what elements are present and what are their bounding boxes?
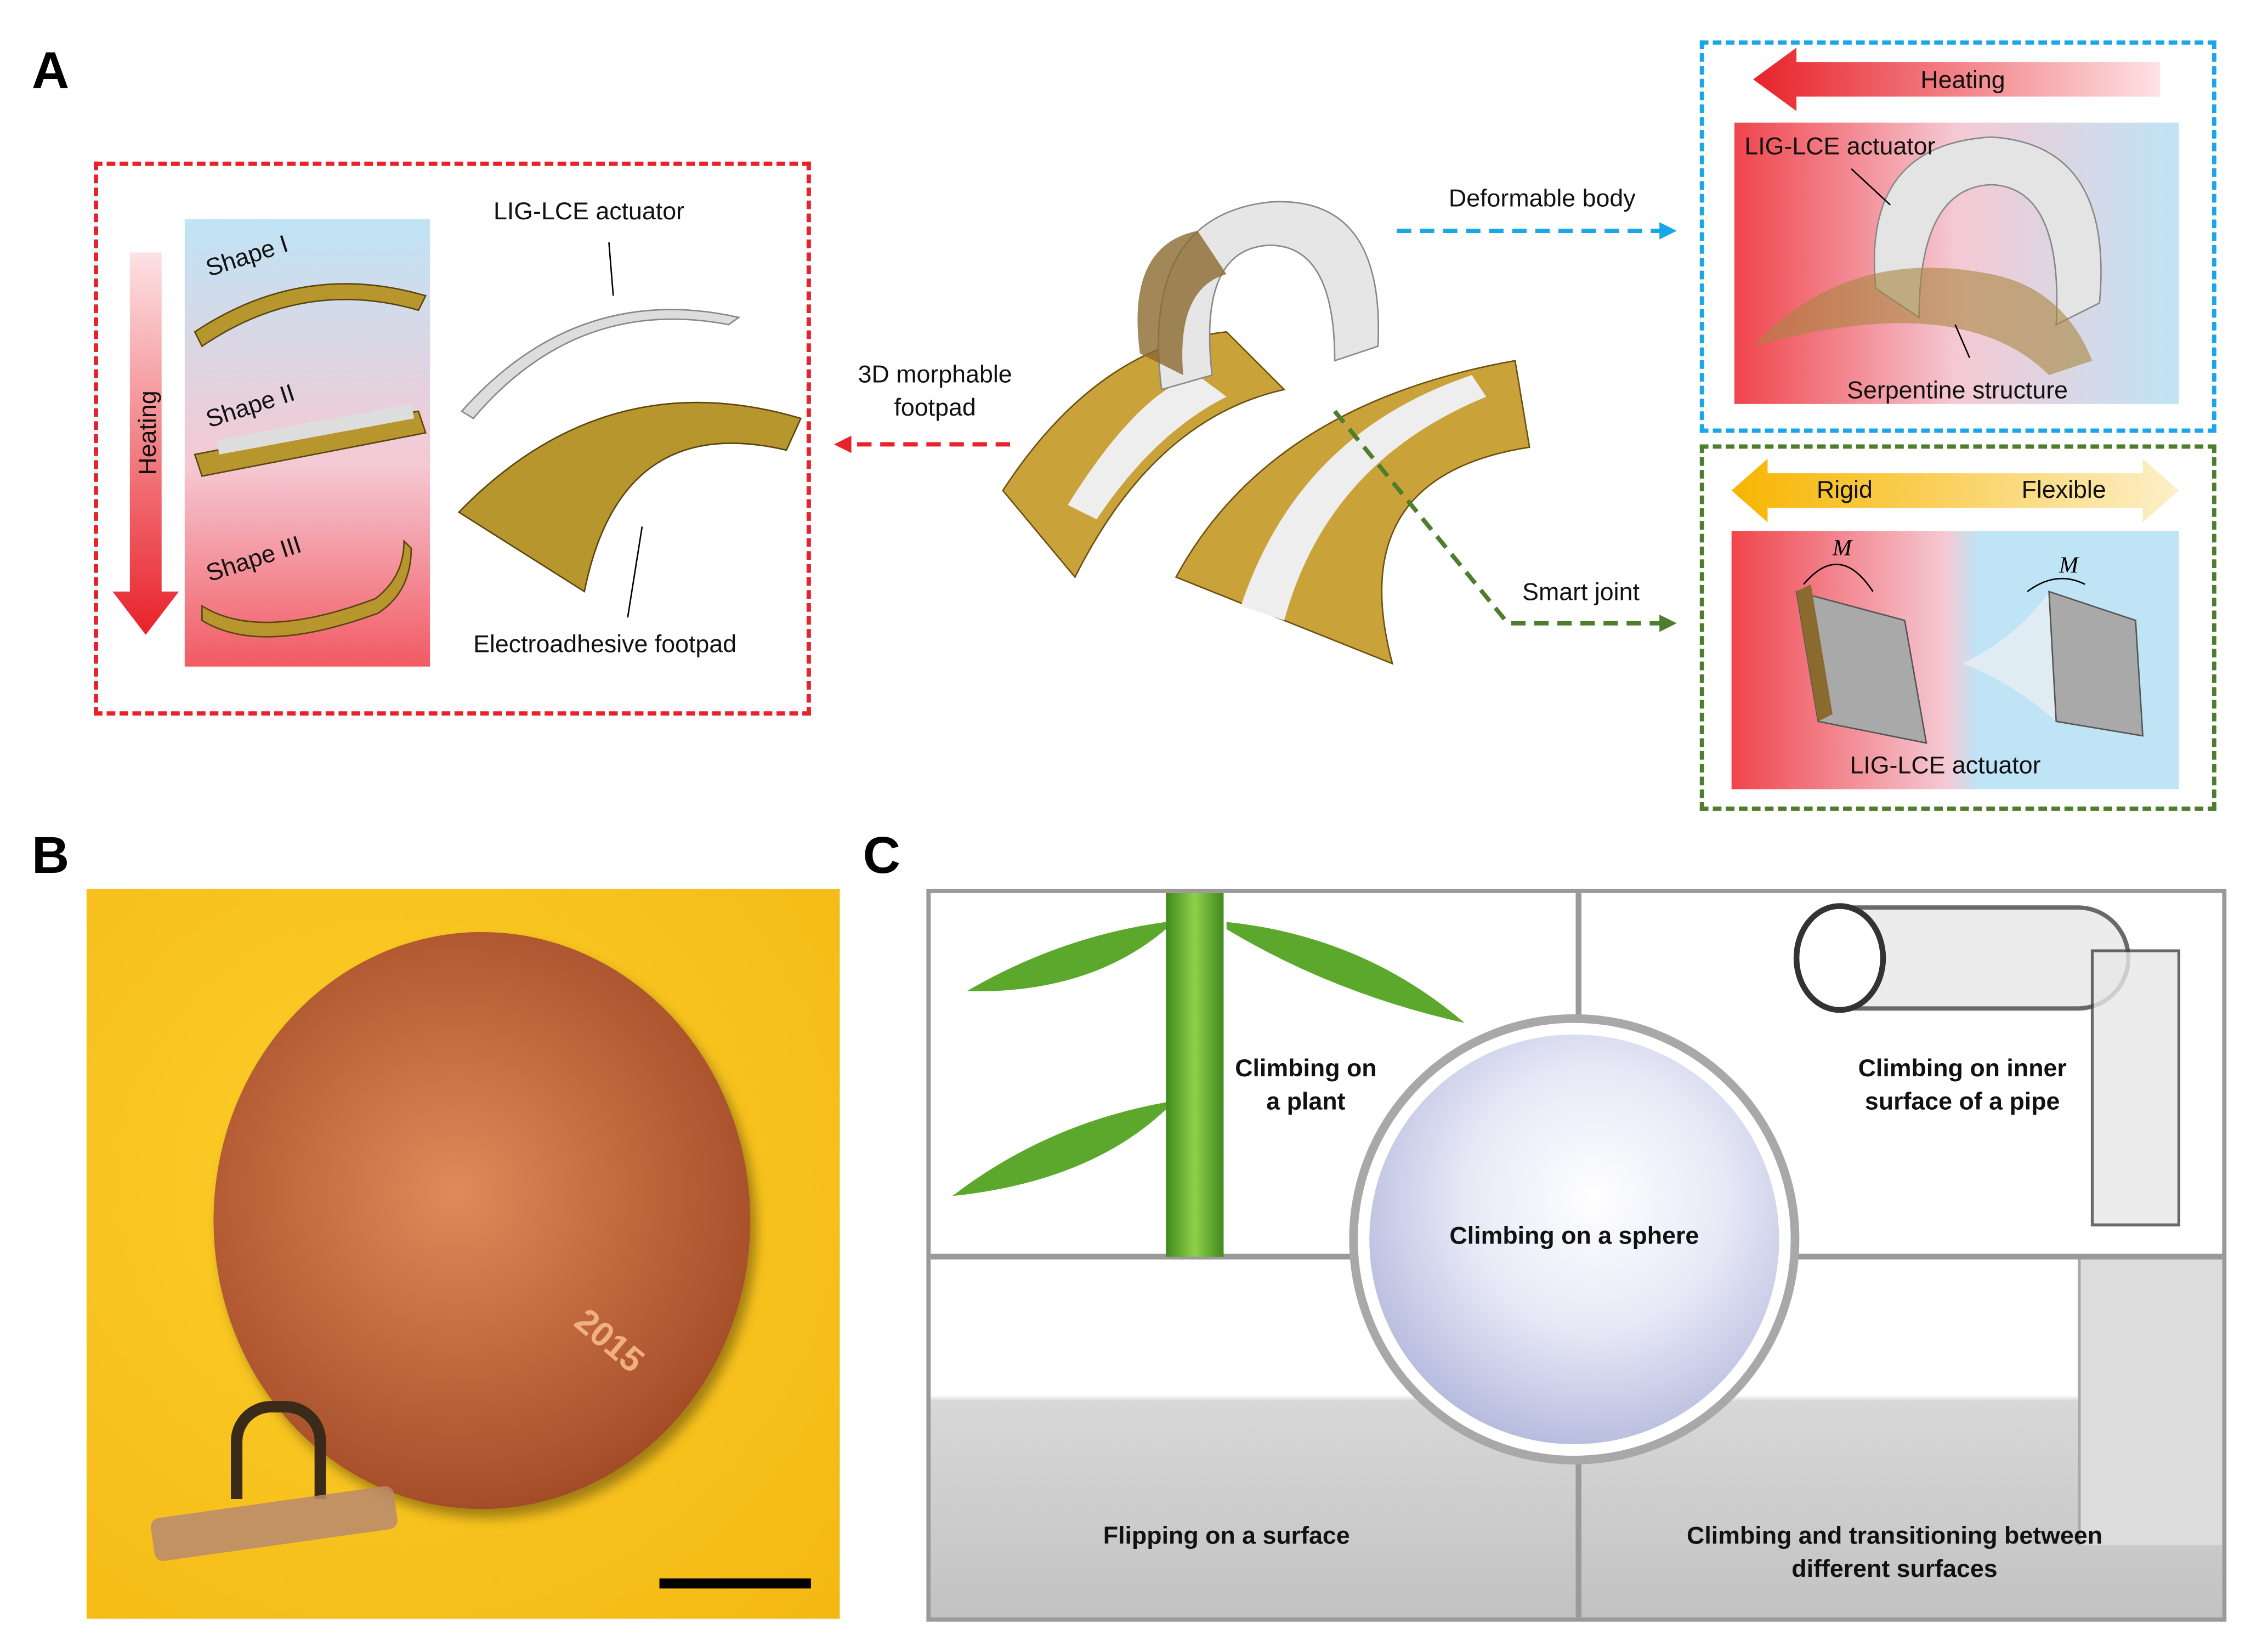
sphere-label: Climbing on a sphere — [1449, 1222, 1699, 1250]
flipping-label: Flipping on a surface — [1103, 1522, 1350, 1550]
rigid-flexible-arrow — [1731, 458, 2179, 523]
transition-line2: different surfaces — [1791, 1555, 1998, 1583]
panel-label-b: B — [31, 825, 70, 885]
heating-arrow-horizontal — [1753, 47, 2161, 111]
connector-arrows — [834, 222, 1677, 632]
serpentine-label: Serpentine structure — [1847, 376, 2068, 404]
applications-panel: Climbing on a plant Climbing on inner surf… — [926, 888, 2227, 1622]
morphable-line2: footpad — [894, 394, 976, 422]
smart-joint-label: Smart joint — [1522, 578, 1640, 606]
footpad-detail-box — [94, 161, 811, 716]
heating-label-vertical: Heating — [134, 390, 162, 475]
plant-label: Climbing on a plant — [1212, 1052, 1399, 1118]
shape-footpads-illustration — [194, 242, 802, 638]
deformable-body-box — [1699, 40, 2216, 433]
moment-label-left: M — [1832, 536, 1852, 561]
plant-line2: a plant — [1266, 1088, 1346, 1116]
flexible-label: Flexible — [2021, 476, 2106, 504]
robot-photo: 2015 — [86, 888, 840, 1619]
transition-line1: Climbing and transitioning between — [1687, 1522, 2103, 1550]
pipe-line2: surface of a pipe — [1864, 1088, 2060, 1116]
heating-label-horizontal: Heating — [1920, 66, 2005, 94]
rigid-label: Rigid — [1816, 476, 1873, 504]
deformable-body-label: Deformable body — [1448, 184, 1636, 212]
panel-label-c: C — [863, 825, 900, 885]
heating-arrow-vertical — [112, 252, 179, 635]
transition-label: Climbing and transitioning between differ… — [1638, 1519, 2152, 1586]
body-actuator-label: LIG-LCE actuator — [1744, 133, 1936, 161]
morphable-footpad-label: 3D morphable footpad — [846, 358, 1024, 424]
robot-body — [231, 1401, 326, 1500]
scale-bar — [659, 1578, 811, 1589]
moment-label-right: M — [2059, 554, 2079, 579]
pipe-line1: Climbing on inner — [1858, 1054, 2067, 1082]
robot-illustration — [1002, 201, 1530, 665]
body-illustration — [1753, 136, 2102, 376]
wall-scene — [2078, 1256, 2222, 1546]
sphere-frame: Climbing on a sphere — [1349, 1014, 1800, 1464]
actuator-label: LIG-LCE actuator — [493, 197, 685, 225]
sphere — [1369, 1034, 1779, 1445]
morphable-line1: 3D morphable — [858, 360, 1012, 388]
footpad-label: Electroadhesive footpad — [473, 630, 737, 658]
bamboo-stalk — [1166, 893, 1224, 1257]
smart-joint-box — [1699, 444, 2216, 811]
pipe-label: Climbing on inner surface of a pipe — [1811, 1052, 2114, 1118]
leaves-and-pipe — [952, 903, 2181, 1227]
plant-line1: Climbing on — [1235, 1054, 1377, 1082]
joint-actuator-label: LIG-LCE actuator — [1850, 751, 2041, 779]
panel-label-a: A — [31, 40, 70, 100]
joint-illustration — [1795, 564, 2144, 744]
